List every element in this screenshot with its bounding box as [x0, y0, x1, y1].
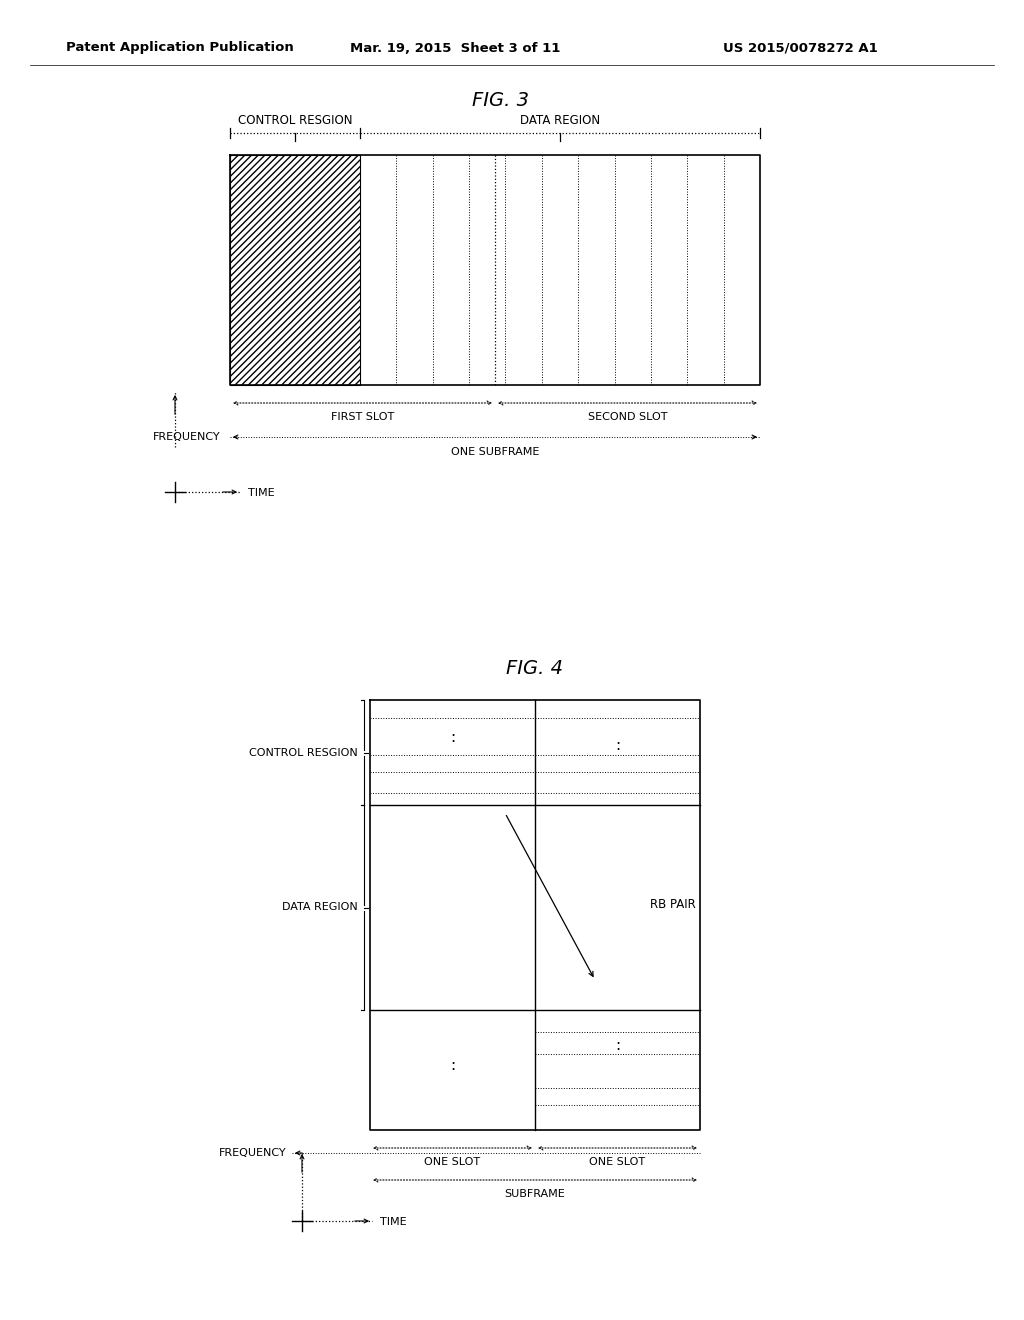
- Text: Mar. 19, 2015  Sheet 3 of 11: Mar. 19, 2015 Sheet 3 of 11: [350, 41, 560, 54]
- Text: RB PAIR: RB PAIR: [650, 899, 695, 912]
- Text: :: :: [615, 738, 621, 752]
- Text: :: :: [450, 730, 455, 744]
- Text: CONTROL RESGION: CONTROL RESGION: [249, 747, 358, 758]
- Text: ONE SLOT: ONE SLOT: [424, 1158, 480, 1167]
- Text: FREQUENCY: FREQUENCY: [153, 432, 220, 442]
- Text: CONTROL RESGION: CONTROL RESGION: [238, 114, 352, 127]
- Text: FIG. 3: FIG. 3: [471, 91, 528, 110]
- Text: SUBFRAME: SUBFRAME: [505, 1189, 565, 1199]
- Text: DATA REGION: DATA REGION: [520, 114, 600, 127]
- Text: FREQUENCY: FREQUENCY: [219, 1148, 287, 1158]
- Bar: [230, 154, 360, 385]
- Text: TIME: TIME: [248, 488, 274, 498]
- Text: SECOND SLOT: SECOND SLOT: [588, 412, 668, 422]
- Text: TIME: TIME: [380, 1217, 407, 1228]
- Text: DATA REGION: DATA REGION: [283, 903, 358, 912]
- Text: FIRST SLOT: FIRST SLOT: [331, 412, 394, 422]
- Text: US 2015/0078272 A1: US 2015/0078272 A1: [723, 41, 878, 54]
- Text: FIG. 4: FIG. 4: [507, 659, 563, 677]
- Text: :: :: [450, 1057, 455, 1072]
- Text: :: :: [615, 1038, 621, 1052]
- Text: ONE SUBFRAME: ONE SUBFRAME: [451, 447, 540, 457]
- Text: ONE SLOT: ONE SLOT: [590, 1158, 645, 1167]
- Text: Patent Application Publication: Patent Application Publication: [67, 41, 294, 54]
